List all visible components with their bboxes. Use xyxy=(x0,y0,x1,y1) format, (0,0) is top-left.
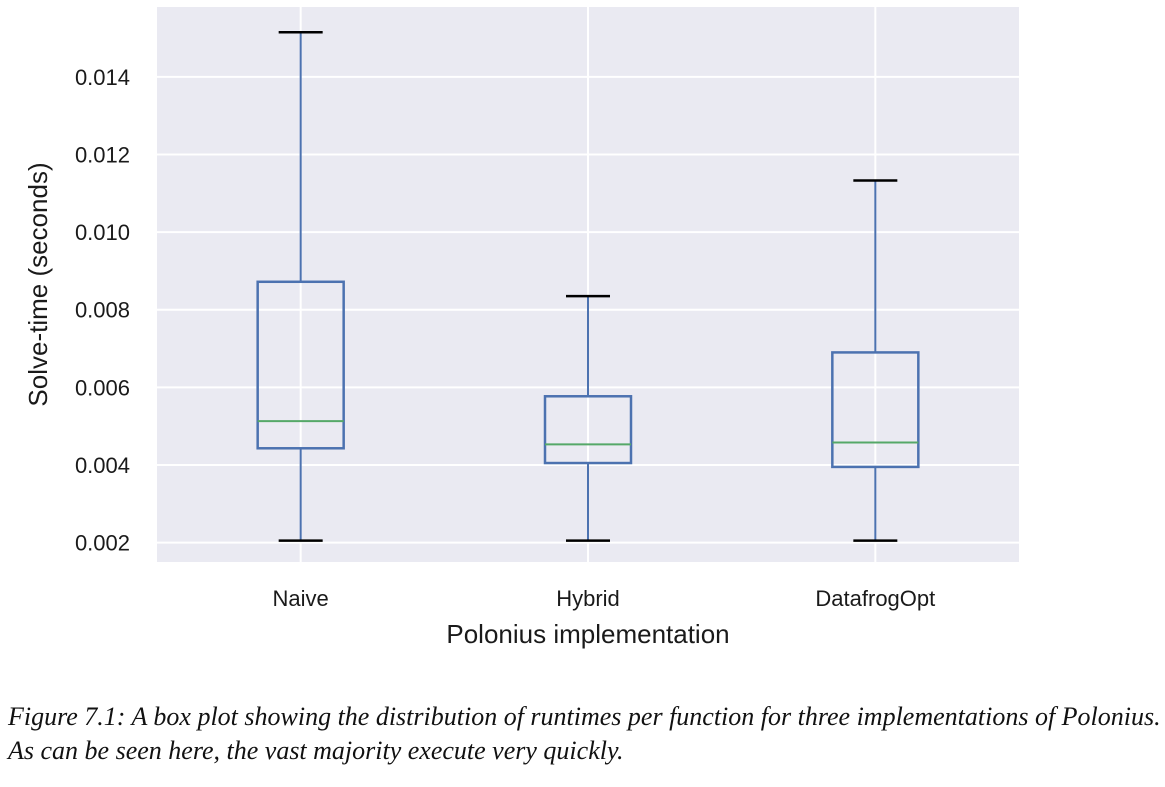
boxes xyxy=(256,30,920,542)
y-tick-label: 0.012 xyxy=(75,142,130,167)
box-datafrogopt xyxy=(831,179,920,542)
x-tick-label: Hybrid xyxy=(556,586,620,611)
y-tick-label: 0.008 xyxy=(75,298,130,323)
box-plot-chart: 0.002 0.004 0.006 0.008 0.010 0.012 0.014 Naiv… xyxy=(23,7,1019,649)
iqr-box xyxy=(831,351,920,469)
y-tick-label: 0.002 xyxy=(75,531,130,556)
y-axis-label: Solve-time (seconds) xyxy=(23,162,53,406)
caption-line-1: Figure 7.1: A box plot showing the distr… xyxy=(8,702,1161,731)
caption-line-2: As can be seen here, the vast majority e… xyxy=(8,736,624,765)
iqr-box xyxy=(543,395,633,465)
y-tick-label: 0.014 xyxy=(75,65,130,90)
x-tick-label: Naive xyxy=(273,586,329,611)
x-tick-labels: Naive Hybrid DatafrogOpt xyxy=(273,586,936,611)
box-hybrid xyxy=(543,294,633,542)
x-tick-label: DatafrogOpt xyxy=(815,586,935,611)
iqr-box xyxy=(256,280,345,450)
y-tick-label: 0.006 xyxy=(75,375,130,400)
y-tick-labels: 0.002 0.004 0.006 0.008 0.010 0.012 0.014 xyxy=(75,65,130,556)
figure-caption: Figure 7.1: A box plot showing the distr… xyxy=(8,700,1161,768)
x-axis-label: Polonius implementation xyxy=(446,619,729,649)
y-tick-label: 0.010 xyxy=(75,220,130,245)
y-tick-label: 0.004 xyxy=(75,453,130,478)
box-naive xyxy=(256,30,345,542)
